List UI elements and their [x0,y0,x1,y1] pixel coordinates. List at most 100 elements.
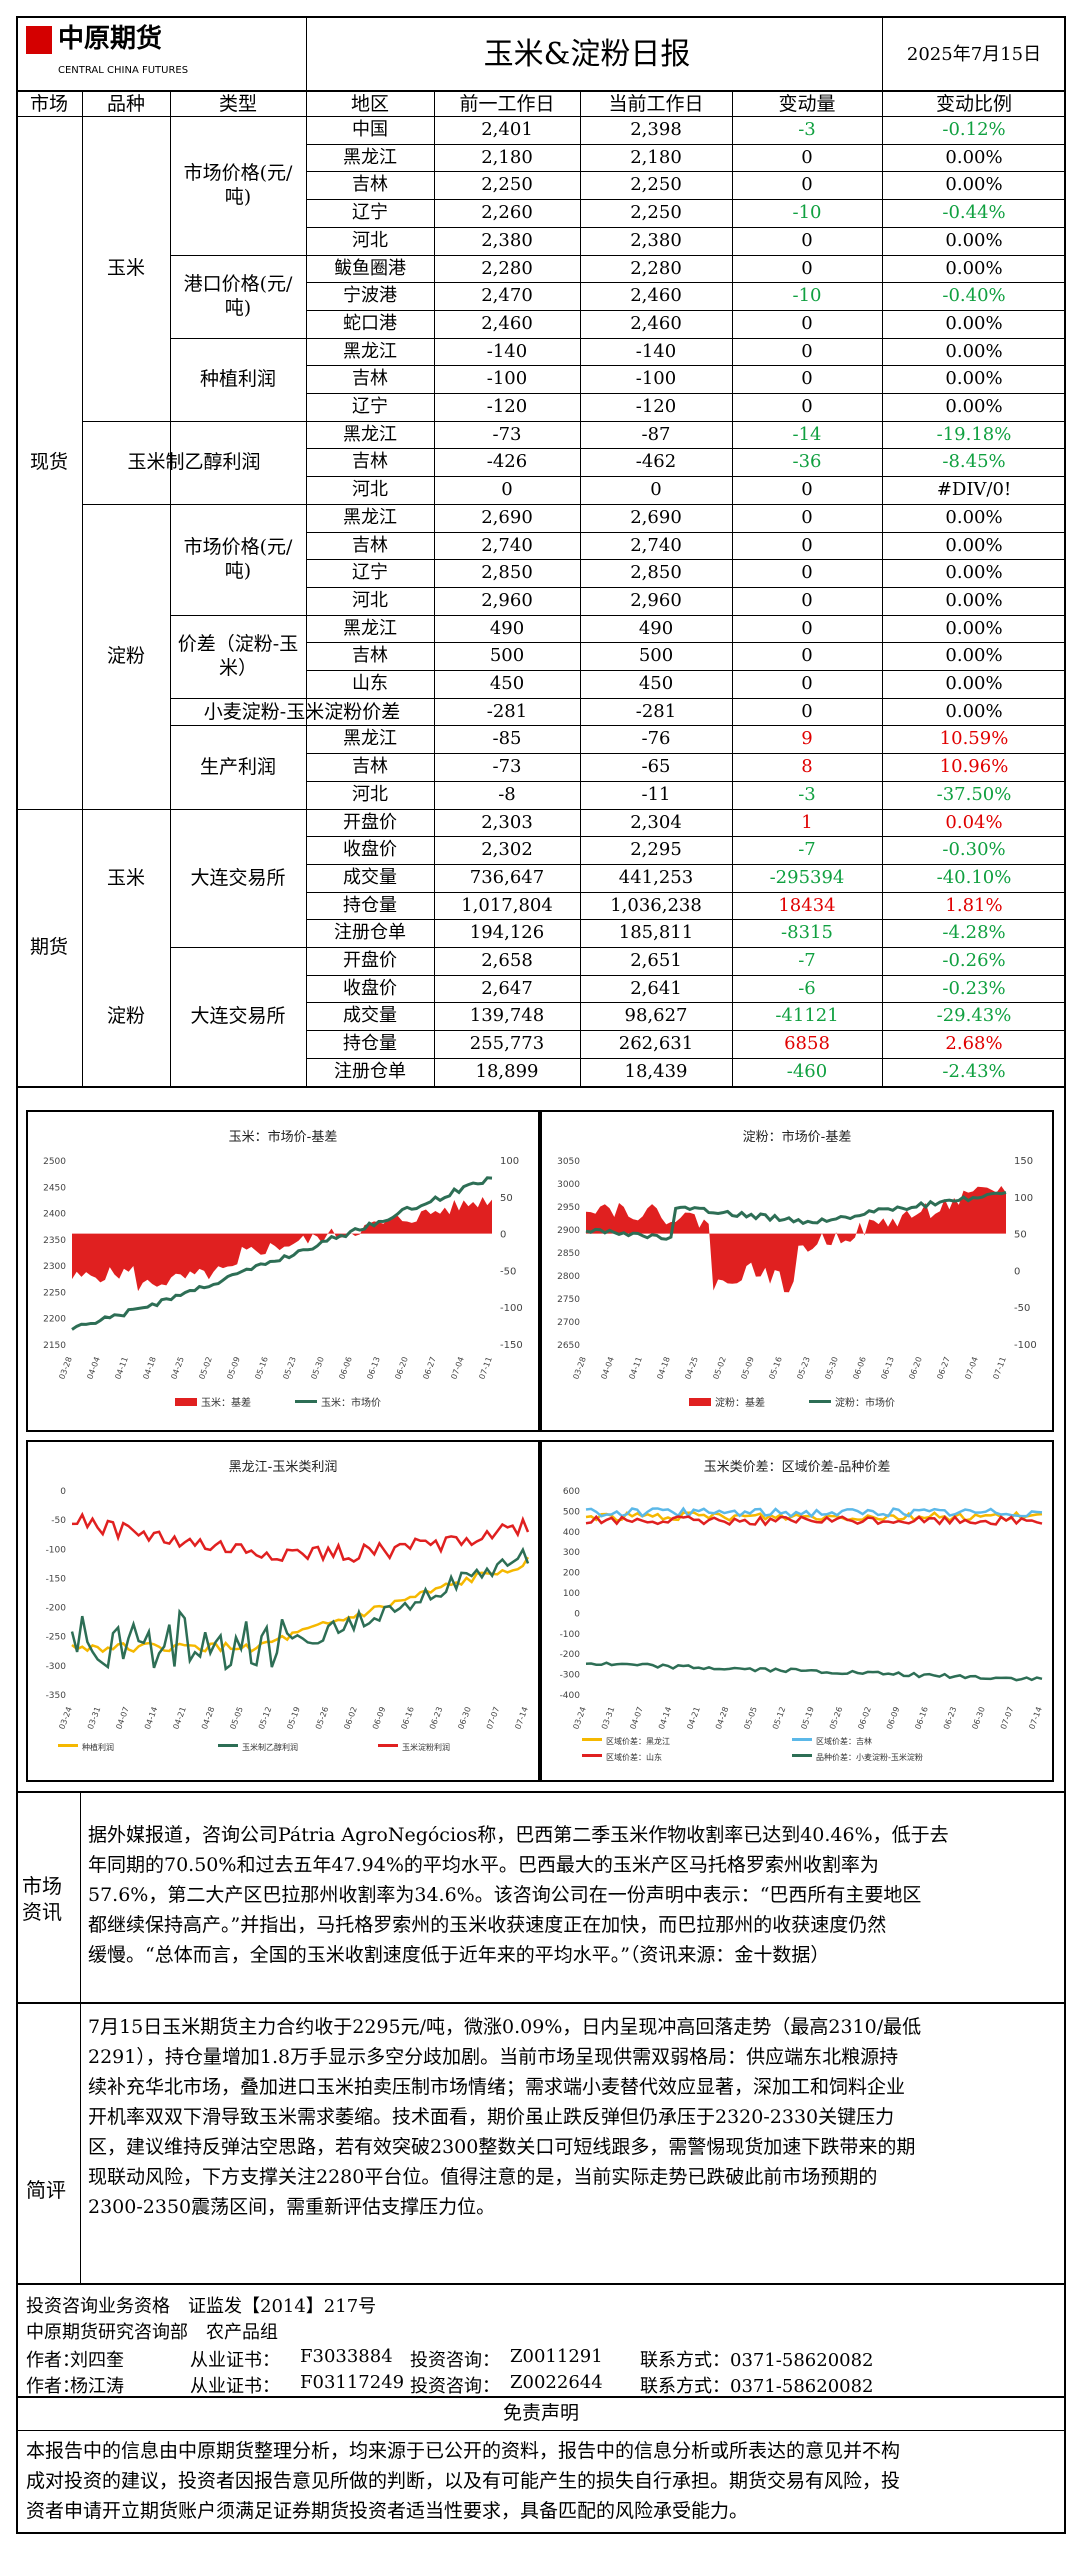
x-tick-label: 03-28 [57,1356,73,1381]
change-value: 0 [801,479,813,501]
legend-label: 品种价差：小麦淀粉-玉米淀粉 [816,1752,923,1762]
chart-title: 玉米类价差：区域价差-品种价差 [703,1460,891,1475]
prev-value: -120 [486,396,528,417]
x-tick-label: 04-07 [628,1706,644,1731]
y-tick-label: -300 [46,1662,67,1672]
x-tick-label: 03-31 [86,1706,102,1731]
x-tick-label: 06-23 [428,1706,444,1731]
region-cell: 山东 [352,673,388,694]
author-field: F3033884 [300,2346,393,2367]
author-field: 作者： [26,2350,80,2371]
divider [306,587,1066,588]
x-tick-label: 06-20 [907,1356,923,1381]
change-pct: 0.00% [945,589,1003,611]
divider [80,1792,81,2002]
divider [170,725,1066,726]
y-tick-label-right: 150 [1014,1156,1033,1167]
prev-value: 1,017,804 [461,894,553,916]
starch-label: 淀粉 [106,645,145,668]
divider [306,448,1066,449]
author-field: Z0022644 [510,2372,603,2393]
x-tick-label: 06-16 [399,1706,415,1731]
curr-value: -11 [641,783,671,805]
change-pct: 0.00% [945,229,1003,251]
divider [82,504,1066,505]
divider [170,338,1066,339]
divider [170,698,1066,699]
change-pct: 0.00% [945,506,1003,528]
column-header: 当前工作日 [608,93,704,115]
change-pct: 0.00% [945,700,1003,722]
divider [170,255,1066,256]
author-field: 联系方式：0371-58620082 [640,2350,874,2371]
curr-value: 2,380 [630,229,682,251]
legend-label: 区域价差：黑龙江 [606,1736,670,1746]
author-field: 杨江涛 [70,2376,124,2397]
curr-value: 2,304 [630,811,682,833]
y-tick-label-right: -100 [500,1303,523,1314]
x-tick-label: 06-27 [935,1356,951,1381]
x-tick-label: 05-19 [285,1706,301,1731]
region-cell: 收盘价 [343,977,397,999]
divider [306,199,1066,200]
prev-value: 255,773 [469,1033,545,1055]
change-pct: 0.00% [945,562,1003,584]
region-cell: 河北 [352,479,388,501]
x-tick-label: 06-02 [342,1706,358,1731]
change-value: -14 [792,423,822,445]
prev-value: 490 [489,617,525,639]
legend-swatch [295,1400,317,1403]
series-line [585,1514,1043,1527]
curr-value: -462 [635,451,677,473]
x-tick-label: 06-09 [885,1706,901,1731]
change-pct: -0.12% [942,119,1006,140]
y-tick-label: 2400 [43,1210,66,1220]
prev-value: 194,126 [469,922,545,944]
divider [80,2003,81,2283]
y-tick-label: 3050 [557,1157,580,1167]
prev-value: 2,260 [481,202,533,224]
y-tick-label: 2900 [557,1226,580,1236]
x-tick-label: 04-04 [85,1356,101,1381]
y-tick-label: -100 [46,1545,67,1555]
report-date: 2025年7月15日 [906,44,1042,65]
divider [306,310,1066,311]
author-field: Z0011291 [510,2346,603,2367]
change-value: -41121 [775,1005,839,1027]
prev-value: 450 [489,673,525,694]
change-value: -3 [798,119,816,140]
chart-panel: 玉米类价差：区域价差-品种价差 600 500 400 300 200 100 0 -100 -2… [540,1440,1054,1782]
divider [16,1086,1066,1088]
x-tick-label: 04-11 [113,1356,129,1381]
change-value: 0 [801,257,813,279]
price-line [71,1176,493,1331]
region-cell: 黑龙江 [343,146,397,168]
curr-value: 2,740 [630,534,682,556]
change-value: -8315 [781,922,833,944]
prev-value: 2,460 [481,312,533,334]
change-pct: -2.43% [942,1060,1006,1082]
y-tick-label: 0 [60,1487,66,1497]
region-cell: 辽宁 [352,202,388,224]
region-cell: 注册仓单 [334,922,406,944]
divider [306,559,1066,560]
change-pct: -0.26% [942,950,1006,971]
change-value: 0 [801,340,813,362]
author-field: 投资咨询： [410,2350,500,2371]
region-cell: 河北 [352,229,388,251]
y-tick-label: 2300 [43,1262,66,1272]
region-cell: 黑龙江 [343,617,397,639]
change-value: 0 [801,146,813,168]
wheat-starch-spread-label: 小麦淀粉-玉米淀粉价差 [203,700,401,723]
change-value: -3 [798,783,816,805]
curr-value: -281 [635,700,677,722]
y-tick-label: -400 [560,1691,581,1701]
region-cell: 开盘价 [343,950,397,971]
chart-title: 淀粉：市场价-基差 [742,1130,852,1145]
x-tick-label: 04-21 [171,1706,187,1731]
planting-profit-label: 种植利润 [199,368,276,391]
prev-value: -140 [486,340,528,362]
prev-value: 500 [489,645,525,667]
x-tick-label: 06-13 [879,1356,895,1381]
change-pct: 0.00% [945,368,1003,390]
